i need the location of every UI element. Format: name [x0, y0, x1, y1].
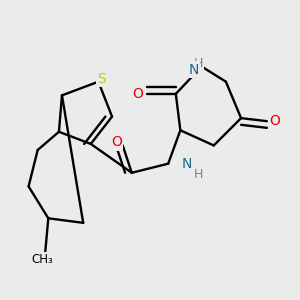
Text: N: N [189, 63, 199, 76]
Text: O: O [111, 135, 122, 149]
Text: CH₃: CH₃ [32, 253, 53, 266]
Text: O: O [269, 114, 280, 128]
Text: S: S [97, 72, 106, 86]
Text: H: H [194, 168, 203, 181]
Text: O: O [132, 87, 143, 101]
Text: N: N [182, 157, 192, 171]
Text: H: H [194, 57, 203, 70]
